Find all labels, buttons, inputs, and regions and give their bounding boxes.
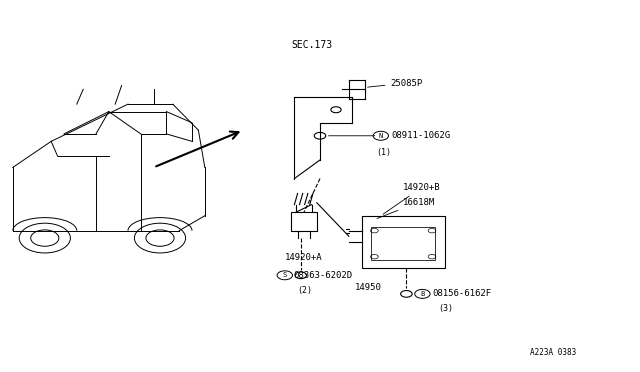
Text: (1): (1) bbox=[376, 148, 392, 157]
Text: 08156-6162F: 08156-6162F bbox=[432, 289, 491, 298]
Text: 25085P: 25085P bbox=[367, 78, 422, 87]
Text: A223A 0383: A223A 0383 bbox=[530, 348, 576, 357]
Text: 14950: 14950 bbox=[355, 283, 382, 292]
Text: SEC.173: SEC.173 bbox=[291, 40, 332, 50]
Text: N: N bbox=[379, 133, 383, 139]
Text: 08911-1062G: 08911-1062G bbox=[392, 131, 451, 140]
Text: S: S bbox=[283, 272, 287, 278]
Text: 16618M: 16618M bbox=[377, 198, 435, 218]
Text: 08363-6202D: 08363-6202D bbox=[293, 271, 352, 280]
Text: (2): (2) bbox=[298, 286, 312, 295]
Text: 14920+A: 14920+A bbox=[285, 253, 323, 262]
Text: 14920+B: 14920+B bbox=[383, 183, 441, 214]
FancyArrowPatch shape bbox=[156, 132, 239, 166]
Text: B: B bbox=[420, 291, 424, 297]
Text: (3): (3) bbox=[438, 304, 453, 313]
